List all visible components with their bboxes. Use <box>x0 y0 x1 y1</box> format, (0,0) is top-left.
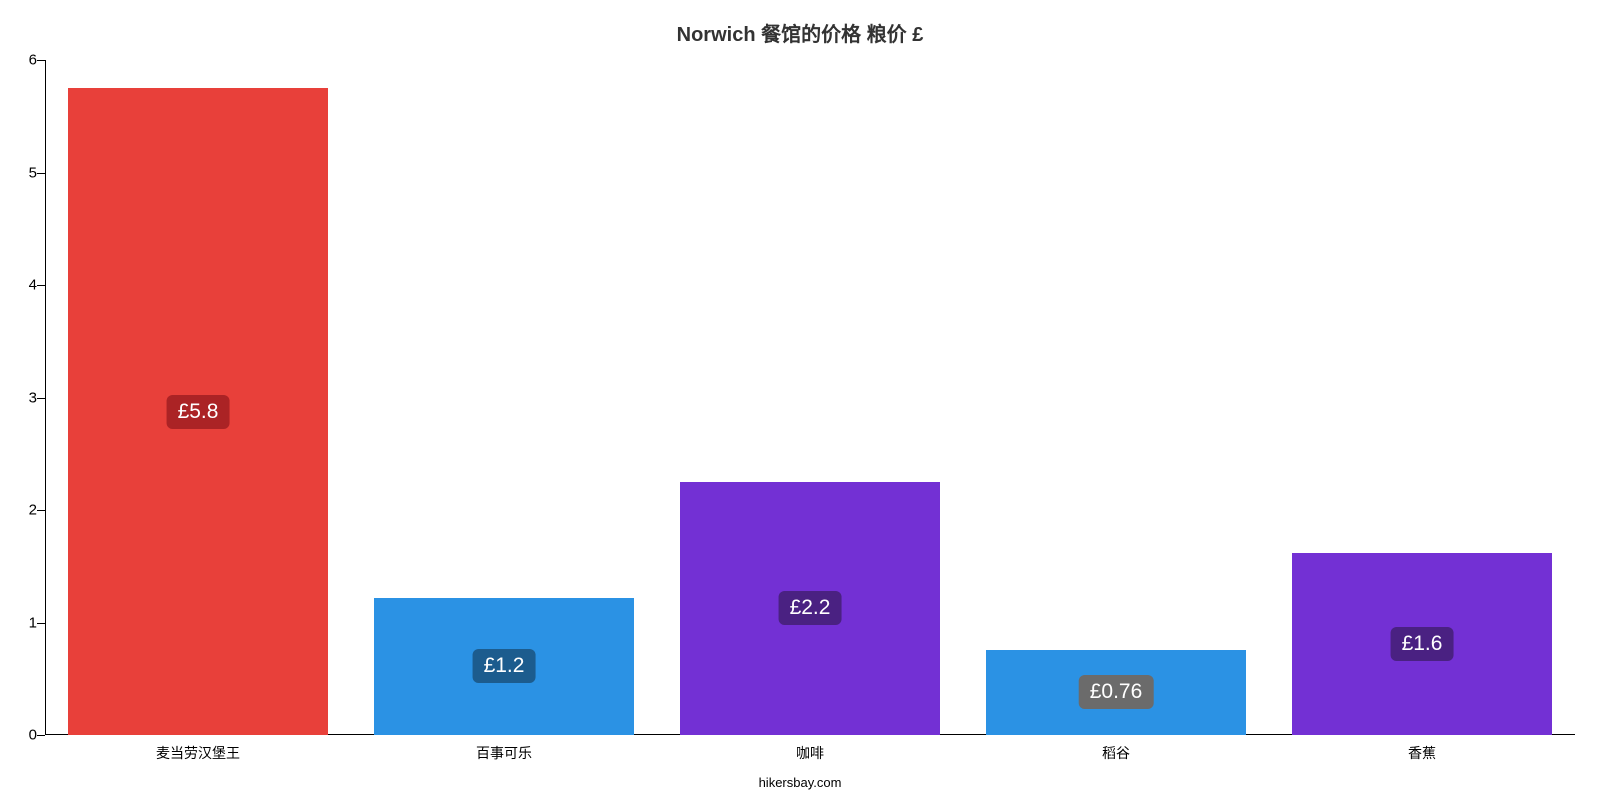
bar-value-label: £1.2 <box>473 649 536 683</box>
bar-value-label: £0.76 <box>1079 675 1154 709</box>
x-tick-label: 香蕉 <box>1408 735 1436 763</box>
chart-footer: hikersbay.com <box>0 775 1600 790</box>
price-bar-chart: Norwich 餐馆的价格 粮价 £ 0123456麦当劳汉堡王£5.8百事可乐… <box>0 0 1600 800</box>
x-tick-label: 咖啡 <box>796 735 824 763</box>
y-tick-label: 4 <box>29 277 45 294</box>
bar-value-label: £2.2 <box>779 591 842 625</box>
x-tick-label: 麦当劳汉堡王 <box>156 735 240 763</box>
y-tick-label: 6 <box>29 52 45 69</box>
chart-title: Norwich 餐馆的价格 粮价 £ <box>0 18 1600 47</box>
y-axis <box>45 60 46 735</box>
bar-value-label: £1.6 <box>1391 627 1454 661</box>
x-tick-label: 稻谷 <box>1102 735 1130 763</box>
y-tick-label: 2 <box>29 502 45 519</box>
x-tick-label: 百事可乐 <box>476 735 532 763</box>
plot-area: 0123456麦当劳汉堡王£5.8百事可乐£1.2咖啡£2.2稻谷£0.76香蕉… <box>45 60 1575 735</box>
y-tick-label: 1 <box>29 614 45 631</box>
bar-value-label: £5.8 <box>167 395 230 429</box>
y-tick-label: 0 <box>29 727 45 744</box>
y-tick-label: 5 <box>29 164 45 181</box>
y-tick-label: 3 <box>29 389 45 406</box>
